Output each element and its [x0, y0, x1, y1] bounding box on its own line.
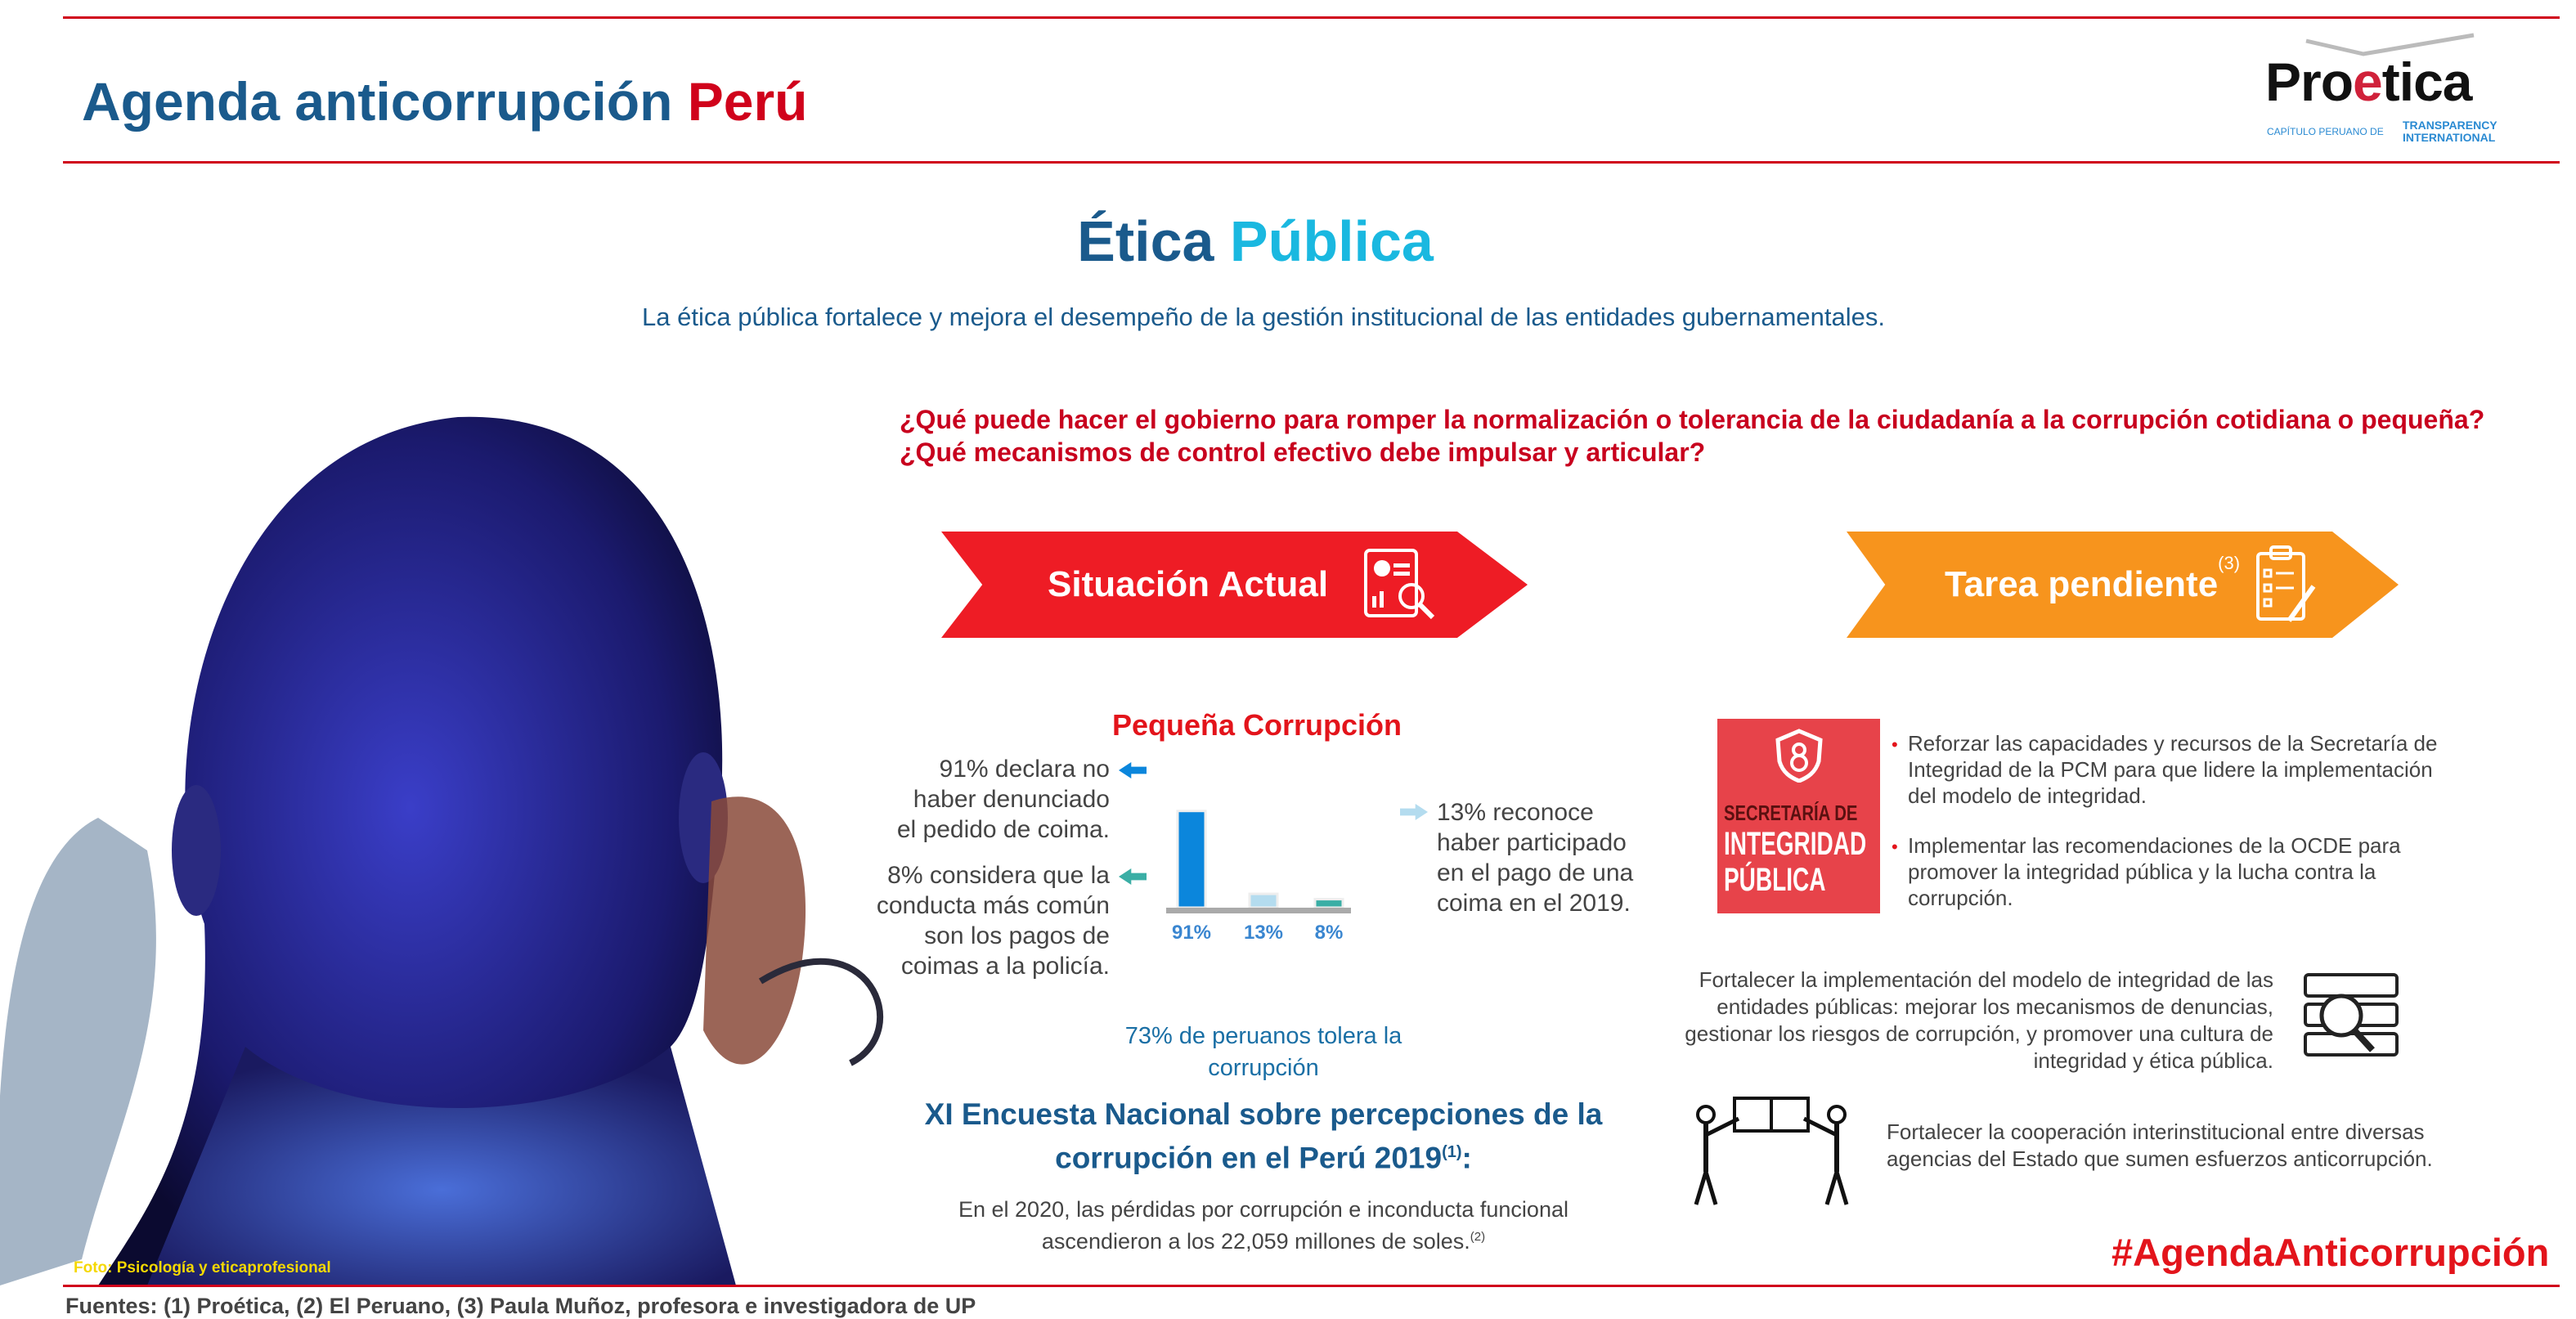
reference-mark: (3) [2218, 553, 2241, 573]
bar-label: 8% [1315, 922, 1344, 944]
chart-baseline [1166, 908, 1351, 913]
secretaria-integridad-logo: SECRETARÍA DE INTEGRIDAD PÚBLICA [1717, 719, 1880, 913]
situacion-actual-banner: Situación Actual [941, 532, 1528, 638]
logo-text-line: PÚBLICA [1724, 862, 1826, 898]
logo-wordmark: Proetica [2265, 52, 2472, 112]
section-title: Ética Pública [1077, 209, 1434, 273]
banner-label: Situación Actual [1048, 564, 1329, 604]
bar-label: 13% [1244, 922, 1283, 944]
teamwork-puzzle-icon [1694, 1097, 1849, 1205]
clipboard-checklist-icon [2256, 545, 2316, 622]
report-analysis-icon [1364, 549, 1435, 620]
section-subtitle: La ética pública fortalece y mejora el d… [642, 303, 1885, 331]
question-2: ¿Qué mecanismos de control efectivo debe… [900, 437, 1706, 467]
footer-rule [63, 1285, 2560, 1287]
bar-2 [1313, 898, 1344, 909]
banner-label: Tarea pendiente [1945, 564, 2219, 604]
stat-91-text: 91% declara no haber denunciado el pedido … [896, 756, 1110, 843]
bar-0 [1176, 810, 1207, 909]
logo-subtitle: CAPÍTULO PERUANO DE [2267, 126, 2384, 137]
title-main: Agenda anticorrupción [82, 71, 673, 132]
pequena-corrupcion-heading: Pequeña Corrupción [1112, 708, 1402, 742]
encuesta-title: XI Encuesta Nacional sobre percepciones … [924, 1097, 1603, 1175]
title-accent: Perú [687, 71, 808, 132]
page-title: Agenda anticorrupción Perú [82, 70, 807, 132]
fortalecer-modelo-text: Fortalecer la implementación del modelo … [1685, 967, 2273, 1073]
hashtag: #AgendaAnticorrupción [2112, 1231, 2550, 1274]
cooperacion-text: Fortalecer la cooperación interinstituci… [1887, 1119, 2433, 1171]
head-illustration [0, 416, 884, 1285]
header-rule [63, 161, 2560, 164]
tolera-text: 73% de peruanos tolera la corrupción [1124, 1023, 1402, 1081]
top-rule [63, 16, 2560, 19]
arrow-left-icon [1119, 762, 1147, 778]
arrow-right-icon [1400, 804, 1428, 820]
logo-text-line: SECRETARÍA DE [1724, 801, 1858, 825]
perdidas-text: En el 2020, las pérdidas por corrupción … [958, 1197, 1568, 1254]
stat-13-text: 13% reconoce haber participado en el pago … [1437, 799, 1634, 917]
bullet-item: • Reforzar las capacidades y recursos de … [1892, 731, 2438, 808]
tarea-pendiente-banner: Tarea pendiente (3) [1847, 532, 2399, 638]
proetica-logo: Proetica CAPÍTULO PERUANO DE TRANSPARENC… [2257, 33, 2519, 155]
photo-credit: Foto: Psicología y eticaprofesional [74, 1259, 331, 1276]
logo-text-line: INTEGRIDAD [1724, 826, 1867, 862]
bullet-item: • Implementar las recomendaciones de la O… [1892, 833, 2401, 910]
shield-person-icon [1775, 729, 1823, 783]
question-1: ¿Qué puede hacer el gobierno para romper… [900, 405, 2485, 434]
bar-chart: 91% 13% 8% [1166, 810, 1351, 944]
bar-1 [1248, 892, 1279, 909]
server-search-icon [2304, 973, 2399, 1057]
arrow-left-icon [1119, 868, 1147, 885]
transparency-international-label: TRANSPARENCY INTERNATIONAL [2403, 119, 2497, 144]
stat-8-text: 8% considera que la conducta más común son… [876, 862, 1110, 980]
logo-check-mark [2305, 33, 2475, 56]
sources-text: Fuentes: (1) Proética, (2) El Peruano, (… [65, 1294, 976, 1318]
bar-label: 91% [1172, 922, 1211, 944]
